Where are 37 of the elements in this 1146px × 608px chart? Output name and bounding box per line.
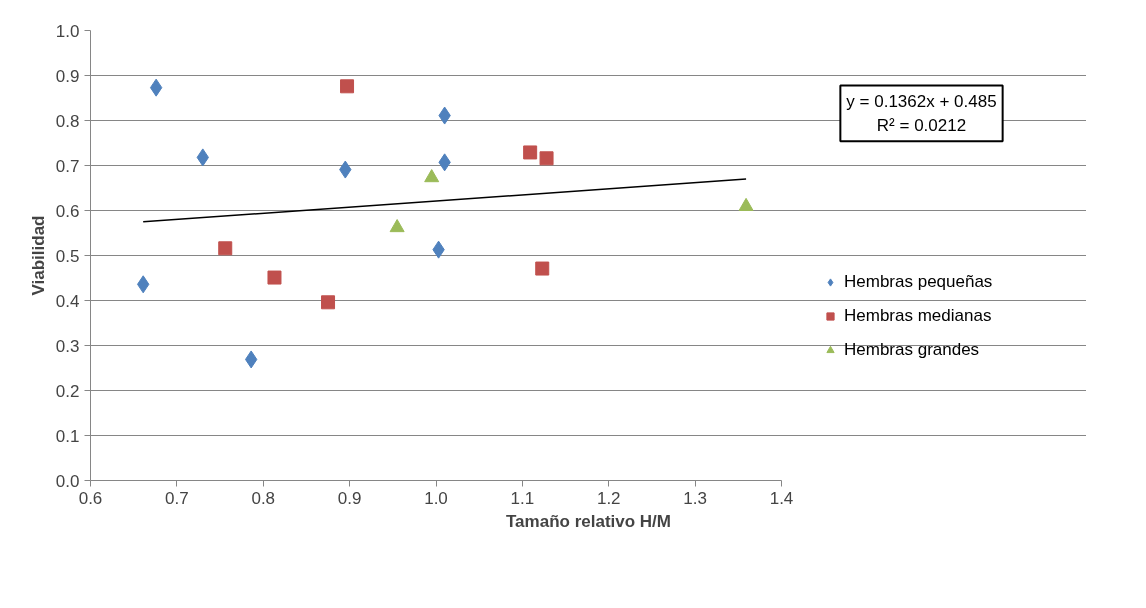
- x-tick-label: 1.1: [510, 488, 535, 508]
- x-axis-title: Tamaño relativo H/M: [506, 511, 671, 531]
- point: [267, 270, 282, 285]
- point: [424, 169, 440, 183]
- y-tick-label: 0.0: [55, 471, 80, 491]
- y-tick-label: 0.8: [55, 111, 80, 131]
- y-tick-label: 0.7: [55, 156, 80, 176]
- y-tick-label: 0.6: [55, 201, 80, 221]
- y-tick-label: 0.3: [55, 336, 80, 356]
- point: [218, 241, 233, 256]
- x-tick-label: 1.4: [769, 488, 794, 508]
- x-tick-label: 1.2: [596, 488, 621, 508]
- legend-label: Hembras medianas: [844, 306, 992, 326]
- y-tick-label: 0.9: [55, 66, 80, 86]
- point: [389, 219, 405, 233]
- y-tick-label: 0.4: [55, 291, 80, 311]
- point: [149, 78, 163, 97]
- x-tick-label: 0.8: [251, 488, 276, 508]
- point: [539, 151, 554, 166]
- point: [523, 145, 538, 160]
- point: [535, 261, 550, 276]
- legend-label: Hembras grandes: [844, 340, 980, 360]
- legend-label: Hembras pequeñas: [844, 272, 993, 292]
- x-tick-label: 0.9: [337, 488, 362, 508]
- point: [340, 79, 355, 94]
- y-tick-label: 0.5: [55, 246, 80, 266]
- x-tick-label: 1.3: [683, 488, 707, 508]
- point: [244, 350, 258, 369]
- x-tick-label: 1.0: [424, 488, 448, 508]
- text: y = 0.1362x + 0.485 R² = 0.0212: [846, 91, 997, 136]
- y-tick-label: 0.1: [55, 426, 80, 446]
- y-tick-label: 0.2: [55, 381, 80, 401]
- y-axis-title: Viabilidad: [28, 215, 48, 296]
- y-tick-label: 1.0: [55, 21, 80, 41]
- x-tick-label: 0.6: [78, 488, 103, 508]
- point: [321, 295, 336, 310]
- x-tick-label: 0.7: [165, 488, 189, 508]
